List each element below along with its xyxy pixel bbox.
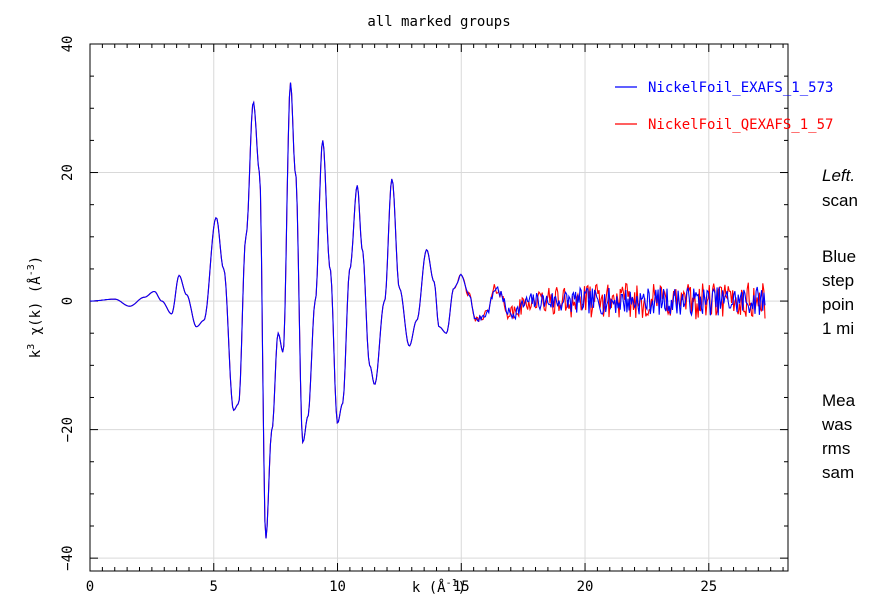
x-axis-label: k (Å-1): [412, 578, 466, 596]
tick-layer: 0 5 10 15 20 25 −40 −20 0 20 40: [60, 36, 788, 595]
x-tick-label: 20: [577, 579, 594, 595]
y-tick-label: 20: [60, 164, 76, 181]
plot-frame: [89, 43, 789, 572]
side-note-scan: scan: [822, 191, 858, 210]
series-exafs-line: [90, 82, 766, 539]
x-tick-label: 10: [329, 579, 346, 595]
series-layer: [90, 82, 766, 539]
y-axis-label: k3 χ(k) (Å-3): [26, 256, 44, 358]
y-axis-label-sup2: -3: [26, 264, 37, 276]
side-note-minute: 1 mi: [822, 319, 855, 338]
side-note-mean: Mea: [822, 391, 856, 410]
y-tick-label: −20: [60, 417, 76, 442]
x-tick-label: 25: [700, 579, 717, 595]
side-note-points: poin: [822, 295, 855, 314]
legend-label-qexafs: NickelFoil_QEXAFS_1_57: [648, 117, 833, 133]
side-note-sample: sam: [822, 463, 855, 482]
legend-label-exafs: NickelFoil_EXAFS_1_573: [648, 80, 833, 96]
x-tick-label: 5: [210, 579, 218, 595]
legend: NickelFoil_EXAFS_1_573 NickelFoil_QEXAFS…: [615, 80, 833, 133]
y-tick-label: −40: [60, 545, 76, 570]
side-note-blue: Blue: [822, 247, 857, 266]
side-note-rms: rms: [822, 439, 851, 458]
side-note-left: Left.: [822, 166, 856, 185]
side-note-step: step: [822, 271, 855, 290]
side-note-was: was: [822, 415, 853, 434]
x-tick-label: 15: [453, 579, 470, 595]
x-axis-label-exponent: -1: [446, 578, 458, 589]
y-tick-label: 0: [60, 297, 76, 305]
y-tick-label: 40: [60, 36, 76, 53]
x-tick-label: 0: [86, 579, 94, 595]
y-axis-label-sup1: 3: [26, 344, 37, 350]
chart-title: all marked groups: [367, 14, 510, 30]
